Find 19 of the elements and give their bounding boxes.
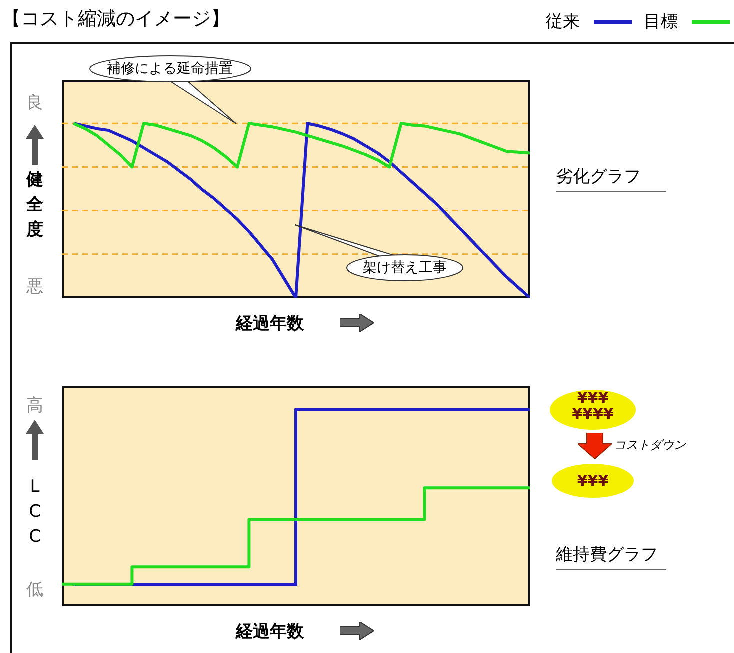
text: ¥¥¥ <box>577 472 609 490</box>
text: 高 <box>26 396 44 416</box>
text: 補修による延命措置 <box>107 61 233 77</box>
y-axis-title: LCC <box>28 476 42 549</box>
x-axis-title: 経過年数 <box>236 314 304 334</box>
y-axis-title: 健全度 <box>25 169 44 242</box>
chart-title: 【コスト縮減のイメージ】 <box>2 8 230 30</box>
text: 維持費グラフ <box>556 545 658 565</box>
text: ¥¥¥ <box>577 389 609 407</box>
text: 良 <box>26 93 44 113</box>
text: 悪 <box>26 277 44 297</box>
x-axis-title: 経過年数 <box>236 622 304 642</box>
legend-label: 従来 <box>546 11 580 33</box>
text: ¥¥¥¥ <box>572 405 614 423</box>
text: コストダウン <box>614 438 686 452</box>
annotation: 架け替え工事 <box>363 260 447 276</box>
text: 低 <box>26 580 44 600</box>
text: 劣化グラフ <box>556 167 641 187</box>
legend-label: 目標 <box>644 11 678 33</box>
